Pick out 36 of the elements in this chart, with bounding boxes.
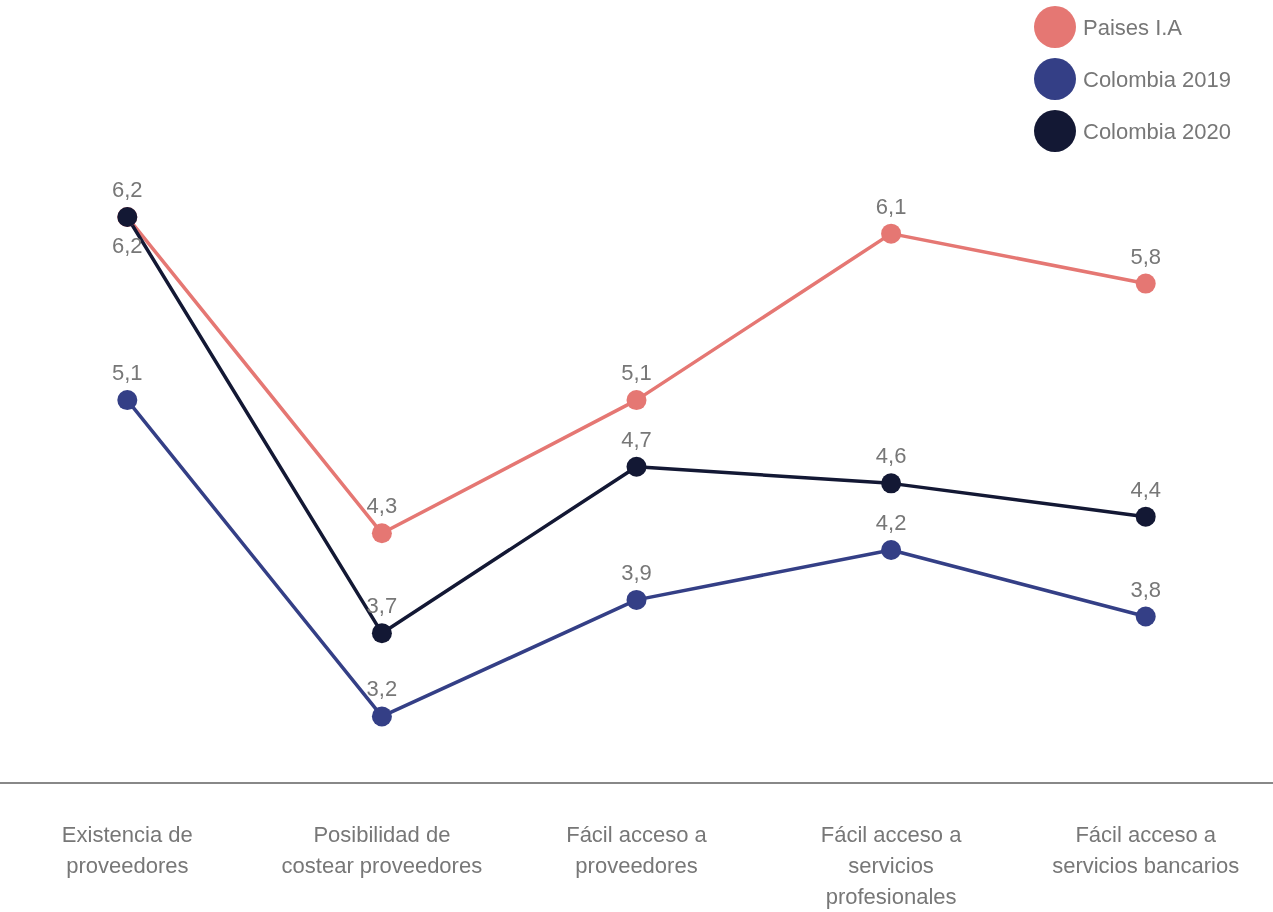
data-label: 3,9: [621, 559, 652, 585]
x-tick-label: Existencia de proveedores: [61, 822, 193, 878]
point: [626, 456, 647, 477]
x-tick-label: Posibilidad de costear proveedores: [281, 822, 483, 878]
data-label: 5,1: [112, 360, 143, 386]
point: [117, 390, 138, 411]
point: [881, 539, 902, 560]
point: [371, 706, 392, 727]
data-label: 6,2: [112, 233, 143, 258]
data-label: 5,1: [621, 360, 652, 386]
point: [881, 223, 902, 244]
data-label: 6,2: [112, 177, 143, 202]
point: [881, 473, 902, 494]
data-label: 4,2: [875, 509, 907, 535]
x-tick-label: Fácil acceso a proveedores: [566, 822, 708, 878]
point: [371, 623, 392, 644]
data-label: 4,4: [1130, 476, 1161, 502]
legend-label: Colombia 2019: [1083, 67, 1231, 92]
data-label: 4,6: [875, 443, 907, 469]
x-tick-label: Fácil acceso a servicios profesionales: [820, 822, 963, 909]
x-tick-label: Fácil acceso a servicios bancarios: [1052, 822, 1240, 878]
point: [1135, 273, 1156, 294]
data-label: 3,7: [366, 593, 398, 619]
point: [626, 390, 647, 411]
data-label: 4,3: [366, 493, 398, 519]
legend-label: Colombia 2020: [1083, 119, 1231, 144]
point: [371, 523, 392, 544]
data-label: 3,8: [1130, 576, 1161, 602]
data-label: 6,1: [875, 193, 907, 219]
legend-label: Paises I.A: [1083, 15, 1183, 40]
point: [626, 589, 647, 610]
data-label: 4,7: [621, 426, 652, 452]
data-label: 3,2: [366, 676, 398, 702]
point: [1135, 606, 1156, 627]
data-label: 5,8: [1130, 243, 1161, 269]
point: [1135, 506, 1156, 527]
